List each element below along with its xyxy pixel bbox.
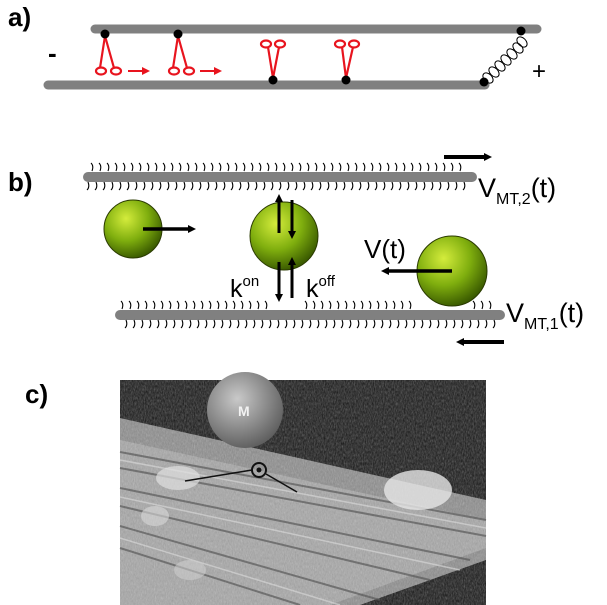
motor-bound-2 bbox=[333, 39, 361, 79]
kon-label: kon bbox=[230, 273, 259, 303]
spring-linker bbox=[482, 36, 528, 84]
motor-hooks-bottom bbox=[124, 319, 496, 329]
motor-head-1 bbox=[100, 29, 110, 39]
micrograph-marker bbox=[251, 462, 267, 478]
panel-b-diagram: VMT,2(t) kon koff V(t) VMT,1(t) bbox=[83, 153, 584, 346]
motor-bound-1 bbox=[259, 39, 287, 79]
motor-hooks-bottom-upper bbox=[120, 300, 492, 310]
vmt2-label: VMT,2(t) bbox=[478, 173, 556, 208]
spring-anchor-top bbox=[516, 26, 526, 36]
spring-anchor-bottom bbox=[479, 77, 489, 87]
minus-end-label: - bbox=[48, 38, 57, 68]
panel-b-label: b) bbox=[8, 167, 33, 197]
motor-foot-2 bbox=[341, 75, 351, 85]
motor-head-2 bbox=[173, 29, 183, 39]
v-t-label: V(t) bbox=[364, 234, 406, 264]
panel-a-label: a) bbox=[8, 2, 32, 32]
micrograph-bead bbox=[207, 372, 283, 448]
cargo-2 bbox=[249, 201, 319, 271]
vmt1-label: VMT,1(t) bbox=[506, 298, 584, 333]
motor-walking-1 bbox=[94, 35, 123, 76]
motor-walking-2 bbox=[167, 35, 196, 76]
micrograph-bead-label: M bbox=[238, 403, 250, 419]
plus-end-label: + bbox=[532, 58, 546, 85]
panel-c-label: c) bbox=[25, 379, 49, 409]
motor-foot-1 bbox=[268, 75, 278, 85]
motor-hooks-top bbox=[86, 181, 466, 191]
koff-label: koff bbox=[306, 273, 336, 303]
panel-a-diagram: - + bbox=[43, 24, 546, 90]
micrograph: M bbox=[119, 372, 487, 605]
motor-hooks-top-upper bbox=[90, 162, 462, 172]
